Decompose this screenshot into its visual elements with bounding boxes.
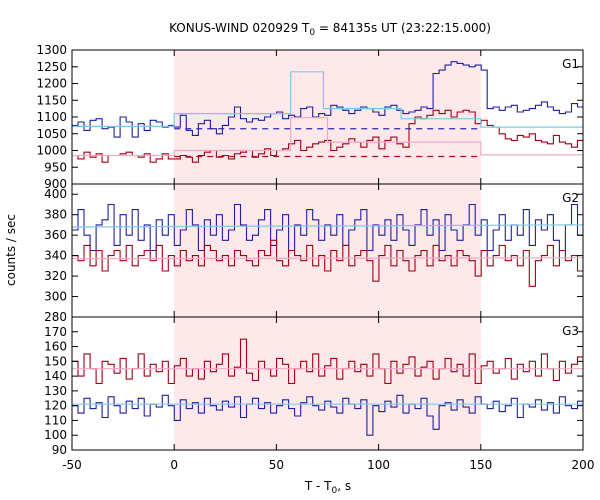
xtick-label: 50	[269, 458, 284, 472]
chart-title-rest: = 84135s UT (23:22:15.000)	[315, 21, 491, 35]
panel-g2-ytick-label: 400	[44, 187, 67, 201]
xtick-label: 200	[572, 458, 595, 472]
panel-g3-label: G3	[562, 324, 579, 338]
panel-g3-highlight-region	[174, 317, 481, 450]
panel-g1-plot-area	[72, 61, 583, 163]
xtick-label: 0	[170, 458, 178, 472]
panel-g3-ytick-label: 110	[44, 413, 67, 427]
panel-g1-highlight-region	[174, 50, 481, 184]
data-layer	[72, 61, 583, 436]
chart-title-subscript: 0	[309, 28, 315, 38]
x-axis-label-rest: , s	[337, 479, 351, 493]
panel-g3-plot-area	[72, 338, 583, 436]
panel-g1-ytick-label: 1200	[36, 77, 67, 91]
panel-g1-pink-fit	[72, 117, 583, 157]
panel-g2-cyan-fit	[72, 224, 583, 228]
panel-g3-ytick-label: 140	[44, 369, 67, 383]
panel-g3-ytick-label: 120	[44, 399, 67, 413]
panel-g3-frame	[71, 316, 584, 451]
panel-g1-ytick-label: 950	[44, 160, 67, 174]
panel-g2-ytick-label: 340	[44, 249, 67, 263]
panel-g3-ytick-label: 90	[52, 443, 67, 457]
panel-g2-ytick-label: 300	[44, 290, 67, 304]
panel-g2-label: G2	[562, 191, 579, 205]
xtick-label: 150	[469, 458, 492, 472]
highlight-layer	[174, 50, 481, 450]
tick-layer: 9009501000105011001150120012501300G12803…	[36, 43, 594, 472]
panel-g1-ytick-label: 1050	[36, 127, 67, 141]
chart-title-main: KONUS-WIND 020929 T	[169, 21, 310, 35]
x-axis-label-subscript: 0	[332, 486, 338, 496]
x-axis-label: T - T0, s	[304, 479, 351, 496]
panel-g2-red-series	[72, 239, 583, 287]
panel-g3-ytick-label: 150	[44, 354, 67, 368]
panel-g1-ytick-label: 1300	[36, 43, 67, 57]
panel-g3-red-series	[72, 338, 583, 385]
panel-g2-ytick-label: 360	[44, 228, 67, 242]
panel-g3-ytick-label: 130	[44, 384, 67, 398]
panel-g3-blue-series	[72, 394, 583, 436]
panel-g3-ytick-label: 100	[44, 428, 67, 442]
panel-g2-blue-series	[72, 203, 583, 252]
panel-g2-ytick-label: 380	[44, 208, 67, 222]
panel-g2-highlight-region	[174, 184, 481, 317]
chart-title: KONUS-WIND 020929 T0 = 84135s UT (23:22:…	[169, 21, 491, 38]
panel-g2-pink-fit	[72, 257, 583, 260]
panel-g1-ytick-label: 1150	[36, 93, 67, 107]
xtick-label: -50	[62, 458, 82, 472]
panel-g2-plot-area	[72, 203, 583, 287]
panel-g1-ytick-label: 900	[44, 177, 67, 191]
x-axis-label-main: T - T	[304, 479, 332, 493]
panel-g1-ytick-label: 1000	[36, 144, 67, 158]
y-axis-label: counts / sec	[4, 214, 18, 286]
panel-g1-label: G1	[562, 57, 579, 71]
panel-g1-ytick-label: 1100	[36, 110, 67, 124]
panel-g2-ytick-label: 280	[44, 310, 67, 324]
panel-g1-cyan-fit	[72, 71, 583, 128]
panel-g3-ytick-label: 170	[44, 325, 67, 339]
panel-g2-ytick-label: 320	[44, 269, 67, 283]
panel-g3-ytick-label: 160	[44, 340, 67, 354]
panel-g1-ytick-label: 1250	[36, 60, 67, 74]
xtick-label: 100	[367, 458, 390, 472]
